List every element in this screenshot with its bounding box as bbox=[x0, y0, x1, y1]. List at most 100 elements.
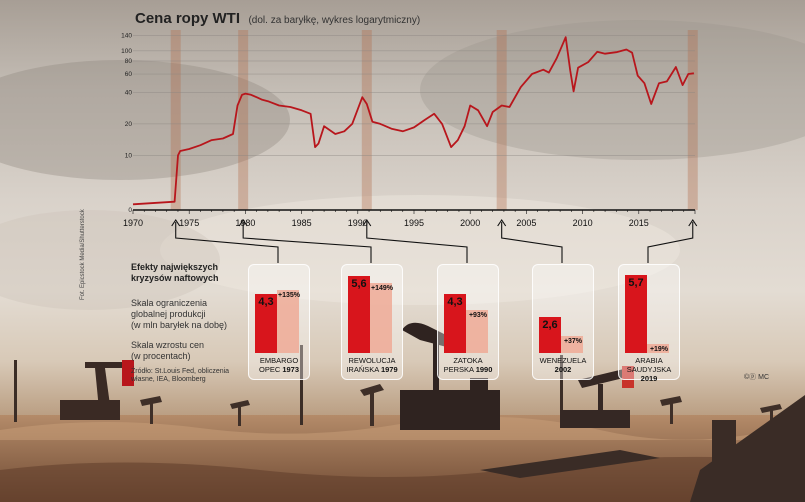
event-caption-year: 2019 bbox=[640, 374, 658, 383]
connector-1 bbox=[242, 222, 372, 263]
legend-supply-line1: Skala ograniczenia bbox=[131, 298, 208, 308]
wti-price-line bbox=[132, 36, 695, 206]
event-caption-line2: IRAŃSKA 1979 bbox=[342, 365, 402, 374]
source-line2: własne, IEA, Bloomberg bbox=[131, 376, 206, 383]
event-caption: ZATOKA PERSKA 1990 bbox=[438, 356, 498, 374]
supply-bar bbox=[625, 275, 647, 353]
x-tick-label: 1975 bbox=[179, 218, 199, 228]
legend-price-line2: (w procentach) bbox=[131, 351, 191, 361]
connector-4 bbox=[647, 222, 694, 263]
connector-arrow-3 bbox=[497, 219, 507, 227]
price-change-bar bbox=[370, 283, 392, 353]
event-caption: REWOLUCJA IRAŃSKA 1979 bbox=[342, 356, 402, 374]
event-caption-line2: PERSKA 1990 bbox=[438, 365, 498, 374]
event-caption-year: 1990 bbox=[475, 365, 493, 374]
price-change-value: +149% bbox=[371, 285, 393, 293]
x-tick-label: 1970 bbox=[123, 218, 143, 228]
x-tick-label: 1990 bbox=[348, 218, 368, 228]
event-caption-line1: ARABIA SAUDYJSKA bbox=[626, 356, 672, 374]
event-caption-region: IRAŃSKA bbox=[346, 365, 381, 374]
price-change-bar bbox=[277, 290, 299, 353]
event-card: 2,6 +37% WENEZUELA 2002 bbox=[532, 264, 594, 380]
y-tick-label: 60 bbox=[125, 71, 133, 78]
connector-arrow-4 bbox=[688, 219, 698, 227]
supply-value: 2,6 bbox=[542, 319, 558, 332]
y-tick-label: 10 bbox=[125, 152, 133, 159]
event-caption-line2: 2002 bbox=[533, 365, 593, 374]
supply-bar bbox=[348, 276, 370, 353]
price-change-bar bbox=[647, 344, 669, 353]
x-tick-label: 2015 bbox=[629, 218, 649, 228]
event-caption-region: PERSKA bbox=[443, 365, 476, 374]
photo-credit: Fot. Epicstock Media/Shutterstock bbox=[80, 209, 86, 300]
x-tick-label: 1995 bbox=[404, 218, 424, 228]
event-card: 5,6 +149% REWOLUCJA IRAŃSKA 1979 bbox=[341, 264, 403, 380]
legend-supply-line3: (w mln baryłek na dobę) bbox=[131, 320, 228, 330]
connector-arrow-0 bbox=[171, 219, 181, 227]
price-change-bar bbox=[466, 309, 488, 353]
event-caption-year: 1973 bbox=[282, 365, 300, 374]
event-band-4 bbox=[687, 30, 698, 210]
price-change-bar bbox=[561, 335, 583, 353]
event-caption: EMBARGO OPEC 1973 bbox=[249, 356, 309, 374]
event-caption: ARABIA SAUDYJSKA 2019 bbox=[619, 356, 679, 383]
y-tick-label: 140 bbox=[121, 33, 132, 40]
y-tick-label: 0 bbox=[128, 207, 132, 214]
supply-value: 4,3 bbox=[258, 296, 274, 309]
legend-price-line1: Skala wzrostu cen bbox=[131, 340, 205, 350]
event-band-3 bbox=[496, 30, 507, 210]
legend-heading: Efekty największych kryzysów naftowych bbox=[131, 262, 219, 284]
event-caption-line2: 2019 bbox=[619, 374, 679, 383]
event-caption: WENEZUELA 2002 bbox=[533, 356, 593, 374]
event-caption-line1: REWOLUCJA bbox=[348, 356, 396, 365]
event-caption-line1: EMBARGO bbox=[259, 356, 299, 365]
x-tick-label: 2010 bbox=[573, 218, 593, 228]
supply-value: 5,7 bbox=[628, 277, 644, 290]
legend-heading-line1: Efekty największych bbox=[131, 262, 219, 272]
chart-title-block: Cena ropy WTI (dol. za baryłkę, wykres l… bbox=[135, 10, 420, 28]
supply-value: 4,3 bbox=[447, 296, 463, 309]
event-card: 4,3 +135% EMBARGO OPEC 1973 bbox=[248, 264, 310, 380]
source-note: Źródło: St.Louis Fed, obliczenia własne,… bbox=[131, 368, 229, 384]
x-tick-label: 2000 bbox=[460, 218, 480, 228]
legend-supply-line2: globalnej produkcji bbox=[131, 309, 206, 319]
supply-bar bbox=[444, 294, 466, 353]
y-tick-label: 100 bbox=[121, 48, 132, 55]
legend-price: Skala wzrostu cen (w procentach) bbox=[131, 340, 204, 362]
connector-0 bbox=[175, 222, 279, 263]
event-band-2 bbox=[361, 30, 372, 210]
connector-arrow-1 bbox=[238, 219, 248, 227]
event-caption-region: OPEC bbox=[258, 365, 283, 374]
legend-heading-line2: kryzysów naftowych bbox=[131, 273, 219, 283]
price-change-value: +135% bbox=[278, 292, 300, 299]
supply-bar bbox=[539, 317, 561, 353]
source-line1: Źródło: St.Louis Fed, obliczenia bbox=[131, 368, 230, 375]
event-caption-line2: OPEC 1973 bbox=[249, 365, 309, 374]
price-change-value: +19% bbox=[649, 346, 669, 354]
chart-subtitle: (dol. za baryłkę, wykres logarytmiczny) bbox=[248, 15, 421, 26]
badge-text: MC bbox=[758, 374, 769, 381]
event-caption-line1: WENEZUELA bbox=[539, 356, 587, 365]
y-tick-label: 80 bbox=[125, 58, 133, 65]
copyright-badge: ©ⓟ MC bbox=[744, 374, 769, 381]
chart-title: Cena ropy WTI bbox=[135, 10, 241, 27]
event-band-1 bbox=[238, 30, 249, 210]
supply-value: 5,6 bbox=[351, 278, 367, 291]
connector-3 bbox=[501, 222, 563, 263]
event-caption-year: 2002 bbox=[554, 365, 572, 374]
x-tick-label: 1985 bbox=[292, 218, 312, 228]
event-card: 5,7 +19% ARABIA SAUDYJSKA 2019 bbox=[618, 264, 680, 383]
y-tick-label: 20 bbox=[125, 121, 133, 128]
legend-supply: Skala ograniczenia globalnej produkcji (… bbox=[131, 298, 227, 331]
event-caption-year: 1979 bbox=[380, 365, 398, 374]
price-change-value: +93% bbox=[468, 311, 488, 319]
supply-bar bbox=[255, 294, 277, 353]
y-tick-label: 40 bbox=[125, 89, 133, 96]
connector-arrow-2 bbox=[362, 219, 372, 227]
price-change-value: +37% bbox=[563, 337, 583, 345]
x-tick-label: 2005 bbox=[516, 218, 536, 228]
event-band-0 bbox=[170, 30, 181, 210]
